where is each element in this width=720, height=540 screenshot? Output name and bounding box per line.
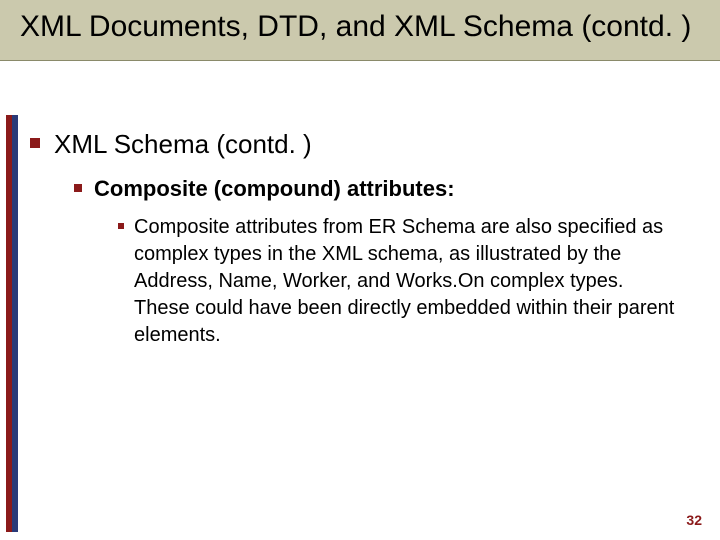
- lvl3-text: Composite attributes from ER Schema are …: [134, 214, 680, 349]
- bullet-lvl1: XML Schema (contd. ): [30, 128, 700, 161]
- bullet-lvl2: Composite (compound) attributes:: [74, 175, 700, 203]
- accent-stripe: [6, 115, 18, 532]
- bullet-icon: [30, 138, 40, 148]
- bullet-icon: [118, 223, 124, 229]
- bullet-lvl3: Composite attributes from ER Schema are …: [118, 214, 700, 349]
- lvl2-text: Composite (compound) attributes:: [94, 175, 455, 203]
- title-band: XML Documents, DTD, and XML Schema (cont…: [0, 0, 720, 61]
- stripe-blue: [12, 115, 18, 532]
- bullet-icon: [74, 184, 82, 192]
- lvl1-text: XML Schema (contd. ): [54, 128, 312, 161]
- content-area: XML Schema (contd. ) Composite (compound…: [30, 128, 700, 349]
- slide-title: XML Documents, DTD, and XML Schema (cont…: [20, 8, 700, 46]
- page-number: 32: [686, 512, 702, 528]
- slide: XML Documents, DTD, and XML Schema (cont…: [0, 0, 720, 540]
